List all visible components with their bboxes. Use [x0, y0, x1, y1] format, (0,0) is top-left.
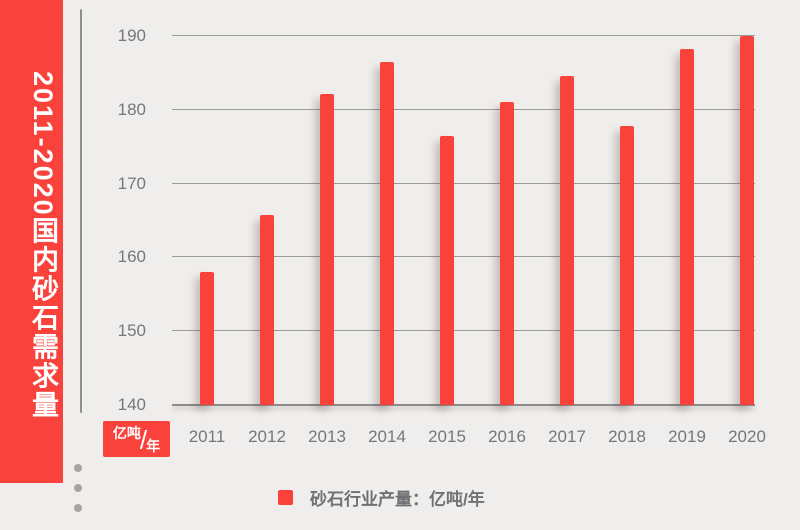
side-banner: 2011-2020国内砂石需求量	[0, 0, 63, 483]
x-axis-tick-label: 2018	[608, 427, 646, 446]
gridline	[172, 256, 755, 258]
x-axis-tick-label: 2019	[668, 427, 706, 446]
decorative-dot	[74, 504, 82, 512]
legend-label: 砂石行业产量：亿吨/年	[310, 490, 485, 509]
y-axis-tick-label: 190	[117, 26, 146, 45]
x-axis-tick-label: 2011	[188, 427, 226, 446]
chart-bar-2019	[680, 49, 694, 405]
x-axis-tick-label: 2015	[428, 427, 466, 446]
y-axis-tick-label: 180	[117, 99, 146, 119]
chart-bar-2018	[620, 126, 634, 405]
legend-swatch-icon	[278, 490, 293, 505]
x-axis-tick-label: 2014	[368, 427, 406, 446]
y-axis-tick-label: 150	[117, 321, 146, 341]
decorative-dot	[74, 464, 82, 472]
chart-bar-2017	[560, 75, 574, 405]
x-axis-tick-label: 2016	[488, 427, 526, 446]
chart-bar-2011	[200, 272, 214, 405]
x-axis-tick-label: 2020	[728, 427, 766, 446]
divider-line	[80, 9, 82, 413]
gridline	[172, 404, 755, 406]
chart-bar-2013	[320, 93, 334, 405]
x-axis-tick-label: 2012	[248, 427, 286, 446]
decorative-dot	[74, 484, 82, 492]
chart-bar-2012	[260, 214, 274, 405]
unit-badge: 亿吨 / 年	[103, 421, 170, 457]
x-axis-tick-label: 2013	[308, 427, 346, 446]
chart-bar-2020	[740, 36, 754, 405]
y-axis-tick-label: 160	[117, 247, 146, 267]
chart-bar-2016	[500, 102, 514, 405]
y-axis-tick-label: 140	[117, 395, 146, 414]
unit-numerator: 亿吨	[112, 425, 141, 441]
unit-slash-icon: /	[139, 424, 148, 455]
y-axis-tick-label: 170	[117, 173, 146, 193]
gridline	[172, 35, 755, 36]
plot-area	[172, 35, 755, 406]
chart-title: 2011-2020国内砂石需求量	[28, 71, 58, 420]
chart-bar-2014	[380, 61, 394, 405]
x-axis-tick-label: 2017	[548, 427, 586, 446]
gridline	[172, 182, 755, 184]
chart-bar-2015	[440, 136, 454, 405]
gridline	[172, 330, 755, 332]
gridline	[172, 108, 755, 110]
legend: 砂石行业产量：亿吨/年	[278, 485, 485, 510]
unit-denominator: 年	[146, 438, 161, 454]
